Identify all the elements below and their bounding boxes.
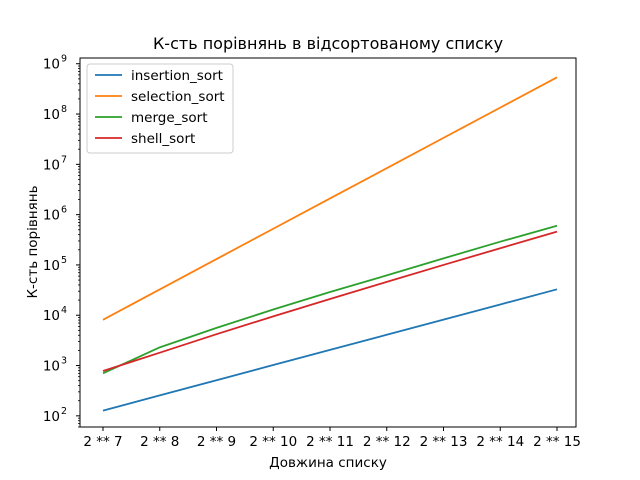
legend-box (86, 63, 234, 154)
chart-title: К-сть порівнянь в відсортованому списку (153, 34, 503, 53)
x-tick-label: 2 ** 12 (363, 434, 411, 450)
y-tick-label: 10 (43, 258, 60, 274)
series-lines (102, 76, 558, 412)
y-tick-exponent: 3 (61, 356, 67, 367)
x-axis-ticks: 2 ** 7 2 ** 8 2 ** 9 2 ** 10 2 ** 11 2 ** 12 2… (83, 427, 581, 450)
x-tick-label: 2 ** 8 (140, 434, 179, 450)
series-line-shell_sort (102, 230, 558, 372)
x-tick-label: 2 ** 9 (197, 434, 236, 450)
legend-label-insertion_sort: insertion_sort (131, 68, 223, 84)
x-tick-label: 2 ** 13 (420, 434, 468, 450)
x-tick-label: 2 ** 14 (476, 434, 524, 450)
y-tick-label: 10 (43, 157, 60, 173)
plot-frame (79, 57, 577, 428)
y-tick-exponent: 7 (61, 154, 67, 165)
x-axis-label: Довжина списку (269, 455, 387, 471)
legend-label-selection_sort: selection_sort (131, 89, 225, 105)
y-tick-label: 10 (43, 308, 60, 324)
series-line-insertion_sort (102, 288, 558, 412)
y-tick-exponent: 9 (61, 54, 67, 65)
y-tick-exponent: 5 (61, 255, 67, 266)
series-line-merge_sort (102, 224, 558, 375)
x-tick-label: 2 ** 11 (306, 434, 354, 450)
y-tick-label: 10 (43, 208, 60, 224)
x-tick-label: 2 ** 7 (83, 434, 122, 450)
legend: insertion_sort selection_sort merge_sortsh… (86, 63, 234, 154)
y-axis-label: К-сть порівнянь (25, 185, 41, 298)
y-tick-exponent: 2 (61, 406, 67, 417)
y-tick-label: 10 (43, 359, 60, 375)
y-tick-label: 10 (43, 409, 60, 425)
y-tick-label: 10 (43, 107, 60, 123)
x-tick-label: 2 ** 10 (249, 434, 297, 450)
legend-label-shell_sort: shell_sort (131, 131, 195, 147)
y-tick-exponent: 4 (61, 305, 67, 316)
y-tick-exponent: 6 (61, 205, 67, 216)
legend-label-merge_sort: merge_sort (131, 110, 208, 126)
series-line-selection_sort (102, 76, 558, 321)
x-tick-label: 2 ** 15 (533, 434, 581, 450)
y-tick-label: 10 (43, 57, 60, 73)
y-tick-exponent: 8 (61, 104, 67, 115)
